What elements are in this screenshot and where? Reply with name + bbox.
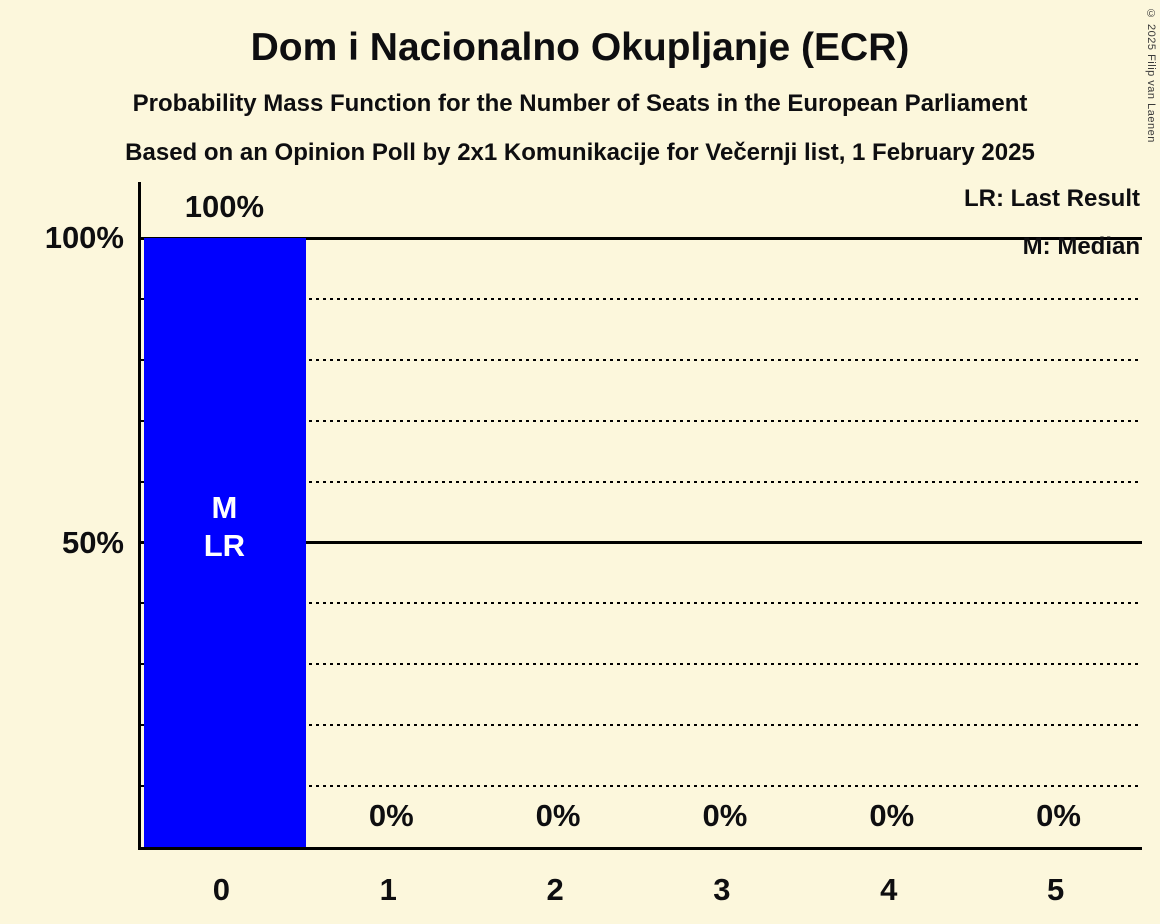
bar-value-label-2: 0% (535, 798, 581, 833)
bar-marker-median-last-result: M LR (203, 489, 246, 563)
chart-subtitle: Probability Mass Function for the Number… (132, 90, 1028, 117)
y-axis-tick-labels: 100% 50% (0, 182, 124, 847)
gridline-dotted-40pct (141, 602, 1142, 605)
gridline-dotted-60pct (141, 480, 1142, 483)
bar-value-label-5: 0% (1036, 798, 1081, 833)
y-tick-label-100pct: 100% (44, 220, 124, 255)
x-tick-label-3: 3 (713, 872, 731, 907)
gridline-dotted-80pct (141, 358, 1142, 361)
gridline-solid-100pct (141, 236, 1142, 240)
legend-median: M: Median (1022, 233, 1140, 260)
chart-source-line: Based on an Opinion Poll by 2x1 Komunika… (125, 139, 1035, 166)
y-tick-label-50pct: 50% (61, 524, 124, 560)
legend-last-result: LR: Last Result (963, 185, 1140, 212)
gridline-solid-50pct (141, 541, 1142, 544)
x-tick-label-5: 5 (1046, 872, 1065, 907)
bar-seats-0 (144, 238, 306, 847)
gridline-dotted-70pct (141, 419, 1142, 422)
gridline-dotted-30pct (141, 663, 1142, 666)
x-tick-label-1: 1 (379, 872, 397, 907)
chart-title: Dom i Nacionalno Okupljanje (ECR) (250, 26, 910, 69)
gridline-dotted-10pct (141, 785, 1142, 788)
x-tick-label-2: 2 (546, 872, 564, 907)
gridline-dotted-90pct (141, 297, 1142, 300)
bar-value-label-4: 0% (869, 798, 915, 833)
copyright-notice: © 2025 Filip van Laenen (1145, 8, 1157, 143)
bar-value-label-3: 0% (702, 798, 748, 833)
bar-value-label-1: 0% (368, 798, 414, 833)
legend: LR: Last Result M: Median (964, 185, 1140, 261)
x-tick-label-0: 0 (212, 872, 231, 907)
gridline-dotted-20pct (141, 724, 1142, 727)
plot-area: 100% 0% 0% 0% 0% 0% M LR (138, 182, 1142, 850)
x-tick-label-4: 4 (880, 872, 898, 907)
bar-value-label-0: 100% (184, 189, 265, 224)
